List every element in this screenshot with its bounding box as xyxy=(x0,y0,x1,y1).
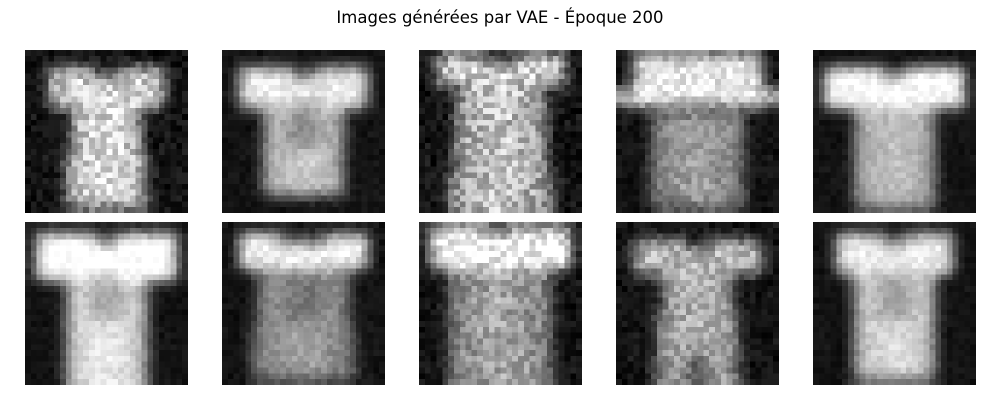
generated-image-pixels xyxy=(419,50,582,213)
figure-title: Images générées par VAE - Époque 200 xyxy=(336,8,664,27)
generated-image-pixels xyxy=(616,222,779,385)
generated-image-pixels xyxy=(25,222,188,385)
generated-image-r2-c1 xyxy=(25,222,188,385)
generated-image-r1-c3 xyxy=(419,50,582,213)
generated-image-pixels xyxy=(25,50,188,213)
generated-image-r2-c4 xyxy=(616,222,779,385)
generated-image-pixels xyxy=(813,50,976,213)
generated-image-r2-c5 xyxy=(813,222,976,385)
generated-image-pixels xyxy=(419,222,582,385)
generated-image-r2-c3 xyxy=(419,222,582,385)
generated-image-pixels xyxy=(222,50,385,213)
generated-image-pixels xyxy=(616,50,779,213)
generated-image-r1-c2 xyxy=(222,50,385,213)
generated-image-pixels xyxy=(222,222,385,385)
generated-image-r1-c1 xyxy=(25,50,188,213)
generated-image-r2-c2 xyxy=(222,222,385,385)
generated-image-r1-c5 xyxy=(813,50,976,213)
generated-image-pixels xyxy=(813,222,976,385)
generated-image-r1-c4 xyxy=(616,50,779,213)
